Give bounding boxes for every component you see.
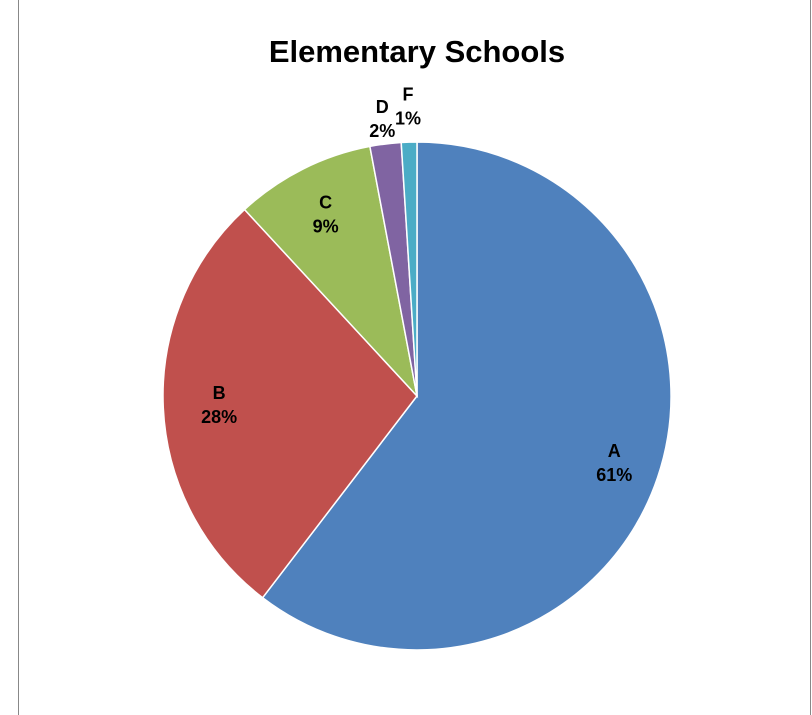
slice-label-category-d: D [376, 97, 389, 117]
chart-title: Elementary Schools [269, 34, 565, 69]
slice-label-percent-d: 2% [369, 121, 395, 141]
pie-slice-c [243, 145, 419, 399]
slice-label-percent-f: 1% [395, 109, 421, 129]
pie-slice-a [261, 141, 672, 651]
slice-label-percent-b: 28% [201, 407, 237, 427]
pie-slices [162, 141, 672, 651]
slice-label-category-a: A [608, 441, 621, 461]
slice-label-category-f: F [403, 85, 414, 105]
pie-slice-f [400, 141, 418, 397]
pie-slice-b [162, 208, 418, 599]
slice-label-percent-a: 61% [596, 465, 632, 485]
slice-label-category-b: B [213, 383, 226, 403]
slice-labels: A 61% B 28% C 9% D 2% F 1% [201, 85, 632, 485]
slice-label-percent-c: 9% [313, 217, 339, 237]
slice-label-category-c: C [319, 193, 332, 213]
